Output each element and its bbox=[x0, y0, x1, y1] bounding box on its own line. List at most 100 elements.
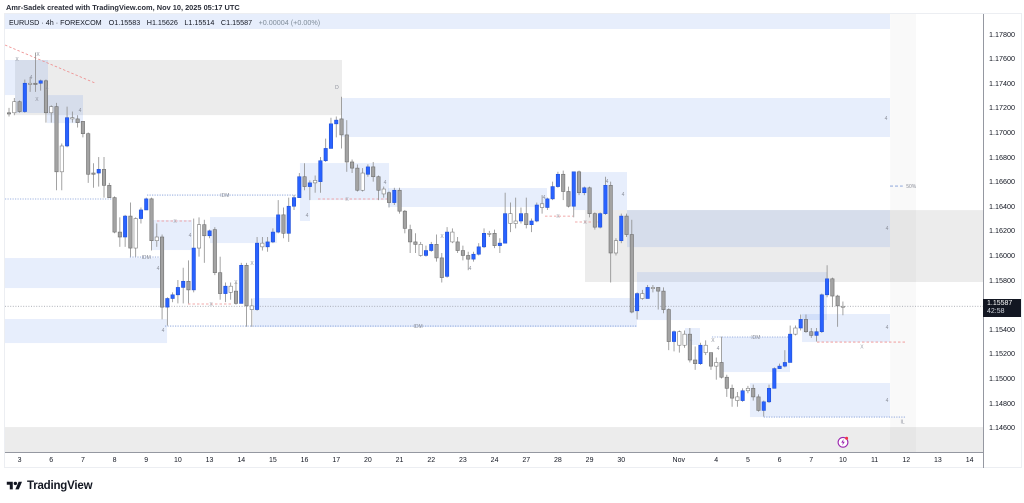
candle bbox=[286, 197, 291, 242]
last-price-value: 1.15587 bbox=[987, 299, 1013, 307]
line-label: X bbox=[556, 214, 560, 220]
candle-body bbox=[128, 215, 133, 249]
candle-body bbox=[392, 189, 397, 203]
price-tick: 1.15000 bbox=[989, 373, 1015, 383]
candle bbox=[12, 98, 17, 116]
candle bbox=[682, 330, 687, 348]
candle bbox=[138, 207, 143, 224]
candle bbox=[819, 293, 824, 333]
time-tick: 14 bbox=[965, 457, 974, 464]
line-label: IDM bbox=[413, 324, 422, 330]
candle bbox=[302, 163, 307, 191]
candle-body bbox=[809, 331, 814, 336]
candle-body bbox=[418, 244, 423, 256]
candle-body bbox=[297, 176, 302, 198]
time-tick: 24 bbox=[490, 457, 499, 464]
zone-blue-box bbox=[299, 200, 311, 222]
candle bbox=[43, 79, 48, 123]
candle-body bbox=[413, 241, 418, 245]
candle-body bbox=[402, 210, 407, 229]
candle bbox=[677, 330, 682, 353]
candle-body bbox=[592, 213, 597, 228]
zone-blue-box bbox=[802, 313, 891, 343]
annotation-label: X bbox=[35, 97, 39, 103]
candle-body bbox=[429, 244, 434, 251]
candle-body bbox=[777, 365, 782, 369]
candle-body bbox=[249, 305, 254, 310]
time-axis: 3 6 7 8 9 10 13 14 15 16 17 20 21 22 23 24 27 28 29 30 Nov 4 5… bbox=[5, 452, 983, 468]
candle bbox=[661, 287, 666, 314]
candle-body bbox=[840, 305, 845, 308]
candle-body bbox=[360, 172, 365, 191]
candle-body bbox=[830, 278, 835, 297]
candle bbox=[223, 282, 228, 303]
candle bbox=[86, 132, 91, 183]
candle-body bbox=[265, 241, 270, 248]
candle-body bbox=[80, 121, 85, 134]
legend-symbol: EURUSD · 4h · FOREXCOM bbox=[9, 17, 102, 27]
annotation-label: X bbox=[711, 338, 715, 344]
zone-blue-box bbox=[5, 258, 163, 289]
candle bbox=[577, 170, 582, 196]
candle bbox=[202, 219, 207, 263]
candle bbox=[392, 187, 397, 206]
time-tick: 9 bbox=[144, 457, 149, 464]
zones-layer bbox=[5, 14, 983, 452]
candle-body bbox=[292, 197, 297, 207]
candle bbox=[292, 195, 297, 210]
candle-body bbox=[7, 112, 12, 115]
candle-body bbox=[260, 242, 265, 248]
candle bbox=[434, 234, 439, 262]
candle-body bbox=[587, 187, 592, 214]
time-tick: 10 bbox=[173, 457, 182, 464]
candle-body bbox=[165, 298, 170, 308]
tradingview-brand-link[interactable]: TradingView bbox=[6, 479, 93, 493]
chart-frame bbox=[4, 13, 1022, 468]
candle bbox=[328, 117, 333, 149]
candle bbox=[387, 191, 392, 208]
candle-body bbox=[682, 333, 687, 346]
price-tick: 1.16800 bbox=[989, 152, 1015, 162]
candle bbox=[624, 213, 629, 237]
candle-body bbox=[603, 185, 608, 214]
candle-body bbox=[228, 285, 233, 293]
candle bbox=[809, 328, 814, 338]
candle bbox=[840, 301, 845, 316]
candle-body bbox=[703, 344, 708, 353]
line-label: IDM bbox=[142, 255, 151, 261]
candle bbox=[102, 157, 107, 198]
time-tick: 23 bbox=[459, 457, 467, 464]
candle-body bbox=[170, 294, 175, 299]
candle-body bbox=[550, 186, 555, 200]
annotation-label: X bbox=[234, 280, 238, 286]
candle bbox=[455, 236, 460, 253]
open-label: O bbox=[108, 17, 115, 27]
candle bbox=[793, 325, 798, 336]
candle-body bbox=[740, 390, 745, 401]
zone-blue-box bbox=[5, 319, 168, 344]
zone-gray-box bbox=[15, 60, 342, 116]
candle-body bbox=[540, 203, 545, 208]
close-value: 1.15587 bbox=[226, 17, 253, 27]
candle-body bbox=[640, 293, 645, 299]
candle-body bbox=[387, 192, 392, 203]
zone-blue-box bbox=[209, 217, 278, 244]
candle-body bbox=[577, 171, 582, 194]
candle bbox=[598, 212, 603, 229]
candle bbox=[28, 77, 33, 92]
candle bbox=[265, 236, 270, 252]
annotation-label: 4 bbox=[384, 180, 387, 186]
candle bbox=[91, 163, 96, 188]
time-tick: 13 bbox=[934, 457, 942, 464]
price-tick: 1.16600 bbox=[989, 177, 1015, 187]
candle-body bbox=[17, 101, 22, 112]
candle bbox=[650, 284, 655, 293]
candle-body bbox=[524, 213, 529, 225]
zone-blue-box bbox=[573, 172, 628, 211]
candle-body bbox=[65, 117, 70, 147]
candle bbox=[767, 384, 772, 404]
candle bbox=[365, 164, 370, 177]
candle-body bbox=[28, 82, 33, 85]
candle bbox=[640, 289, 645, 300]
candle-body bbox=[624, 215, 629, 235]
